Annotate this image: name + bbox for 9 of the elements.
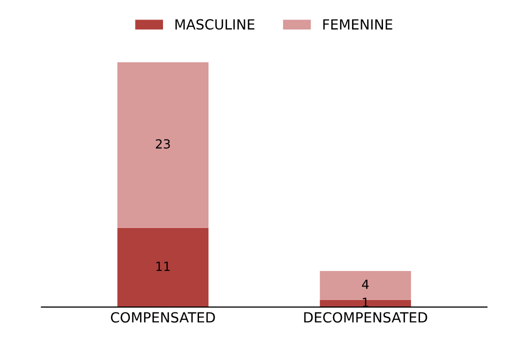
legend-label: MASCULINE (175, 19, 254, 30)
x-tick-label: COMPENSATED (110, 312, 215, 323)
x-tick-label: DECOMPENSATED (304, 312, 428, 323)
bar (117, 62, 208, 228)
legend-label: FEMENINE (323, 19, 392, 30)
data-label: 11 (156, 262, 170, 271)
data-label: 4 (362, 280, 369, 289)
data-label: 23 (156, 139, 170, 149)
bar (117, 228, 208, 308)
